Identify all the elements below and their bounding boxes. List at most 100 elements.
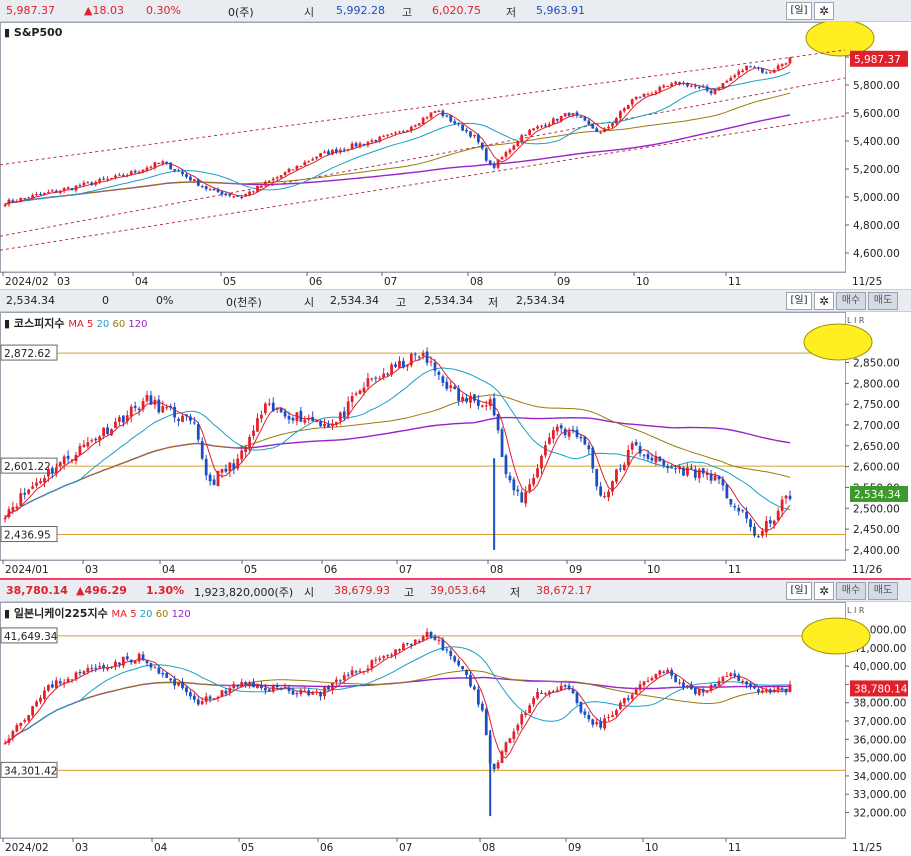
x-tick-label: 09 xyxy=(557,276,570,288)
candle-body xyxy=(311,417,315,422)
candle-body xyxy=(212,698,216,700)
ma120-label: 120 xyxy=(128,319,148,330)
kospi-sell-button[interactable]: 매도 xyxy=(868,292,898,310)
kospi-buy-button[interactable]: 매수 xyxy=(836,292,866,310)
candle-body xyxy=(445,381,449,389)
candle-body xyxy=(70,679,74,681)
ma20-label: 20 xyxy=(96,319,110,330)
candle-body xyxy=(102,427,105,437)
candle-body xyxy=(646,454,650,459)
candle-body xyxy=(11,507,15,511)
candle-body xyxy=(429,112,433,118)
candle-body xyxy=(441,639,445,651)
candle-body xyxy=(520,135,524,142)
candle-body xyxy=(39,193,42,195)
candle-body xyxy=(50,684,54,688)
y-tick-label: 37,000.00 xyxy=(853,716,906,728)
candle-body xyxy=(94,438,98,441)
candle-body xyxy=(690,85,693,87)
candle-body xyxy=(441,110,445,116)
candle-body xyxy=(252,681,255,688)
candle-body xyxy=(559,685,563,691)
candle-body xyxy=(114,421,117,429)
candle-body xyxy=(23,197,27,199)
candle-body xyxy=(3,518,7,520)
highlight-marker xyxy=(801,617,871,655)
candle-body xyxy=(338,680,342,682)
candle-body xyxy=(58,462,62,467)
candle-body xyxy=(544,125,547,127)
candle-body xyxy=(271,178,275,181)
candle-body xyxy=(717,88,721,90)
candle-body xyxy=(587,445,591,450)
candle-body xyxy=(43,478,46,483)
candle-body xyxy=(599,486,603,496)
candle-body xyxy=(473,686,476,690)
candle-body xyxy=(733,75,737,78)
last-price-label: 38,780.14 xyxy=(854,683,908,695)
nikkei-sell-button[interactable]: 매도 xyxy=(868,582,898,600)
candle-body xyxy=(571,113,575,116)
candle-body xyxy=(378,136,382,142)
candle-body xyxy=(54,680,58,689)
candle-body xyxy=(39,697,42,702)
candle-body xyxy=(784,688,788,693)
ma120-label: 120 xyxy=(171,609,191,620)
candle-body xyxy=(701,689,705,693)
candle-body xyxy=(772,70,776,73)
x-tick-label: 2024/02 xyxy=(5,842,49,854)
nikkei-high-label: 고 xyxy=(404,586,415,599)
nikkei-period-button[interactable]: [일] xyxy=(786,582,812,600)
candle-body xyxy=(713,89,717,94)
y-tick-label: 5,200.00 xyxy=(853,164,900,176)
gear-icon[interactable]: ✲ xyxy=(814,292,834,310)
candle-body xyxy=(102,178,105,180)
gear-icon[interactable]: ✲ xyxy=(814,582,834,600)
candle-body xyxy=(693,85,697,87)
sp500-period-button[interactable]: [일] xyxy=(786,2,812,20)
y-tick-label: 2,400.00 xyxy=(853,545,900,557)
candle-body xyxy=(244,446,248,453)
candle-body xyxy=(480,703,484,711)
kospi-pct: 0% xyxy=(156,294,174,307)
candle-body xyxy=(662,671,666,673)
candle-body xyxy=(745,511,748,519)
corner-buttons: L I R xyxy=(847,606,865,615)
candle-body xyxy=(670,83,674,87)
candle-body xyxy=(358,390,362,395)
ma60-label: 60 xyxy=(112,319,126,330)
candle-body xyxy=(189,416,192,421)
candle-body xyxy=(185,174,188,177)
nikkei-high: 39,053.64 xyxy=(430,584,486,597)
candle-body xyxy=(98,436,102,441)
candle-body xyxy=(94,667,98,669)
kospi-low-label: 저 xyxy=(488,296,499,309)
candle-body xyxy=(204,458,208,476)
candle-body xyxy=(741,680,745,683)
candle-body xyxy=(350,143,354,150)
candle-body xyxy=(595,468,599,487)
sp500-open: 5,992.28 xyxy=(336,4,385,17)
candle-body xyxy=(82,182,86,186)
candle-body xyxy=(595,128,599,132)
candle-body xyxy=(638,446,642,454)
candle-body xyxy=(626,698,630,700)
candle-body xyxy=(267,180,271,182)
candle-body xyxy=(678,82,681,84)
kospi-period-button[interactable]: [일] xyxy=(786,292,812,310)
candle-body xyxy=(603,718,606,729)
candle-body xyxy=(402,131,405,133)
candle-body xyxy=(137,171,141,173)
candle-body xyxy=(575,429,579,437)
candle-body xyxy=(473,135,476,137)
candle-body xyxy=(3,205,7,207)
nikkei-buy-button[interactable]: 매수 xyxy=(836,582,866,600)
candle-body xyxy=(27,197,31,199)
candle-body xyxy=(768,72,772,74)
candle-body xyxy=(425,631,429,638)
candle-body xyxy=(157,667,161,674)
sp500-high-label: 고 xyxy=(402,6,413,19)
gear-icon[interactable]: ✲ xyxy=(814,2,834,20)
candle-body xyxy=(145,167,149,171)
candle-body xyxy=(161,406,165,413)
